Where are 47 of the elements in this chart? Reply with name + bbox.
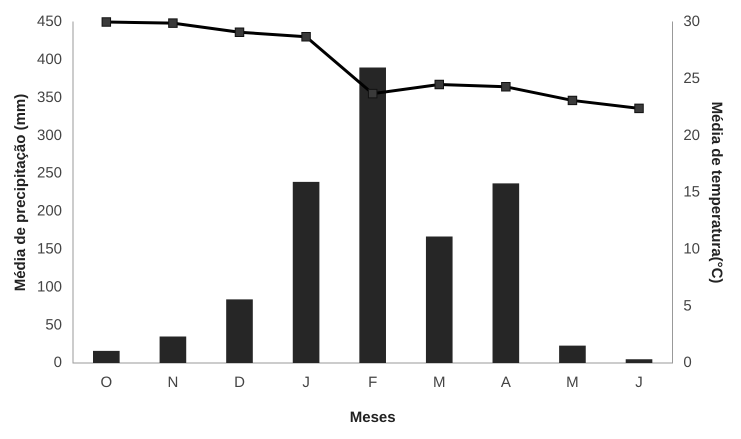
y2-tick-label: 5	[683, 297, 692, 314]
point	[634, 104, 644, 114]
x-tick-label: J	[302, 374, 310, 392]
bar	[93, 350, 120, 363]
bar	[559, 346, 586, 363]
point	[501, 82, 511, 92]
y-tick-label: 450	[36, 13, 62, 30]
y2-tick-label: 0	[683, 354, 692, 372]
bar	[359, 67, 386, 363]
x-tick-label: M	[433, 374, 446, 392]
y-axis-title: Média de precipitação (mm)	[12, 94, 30, 292]
y-tick-label: 350	[36, 88, 62, 106]
x-tick-label: F	[368, 374, 378, 392]
point	[234, 27, 244, 37]
y2-tick-label: 30	[683, 13, 700, 30]
y-tick-label: 50	[45, 316, 62, 334]
point	[568, 96, 578, 106]
bar	[426, 236, 453, 363]
y2-tick-label: 10	[683, 240, 700, 258]
x-tick-label: O	[100, 374, 112, 392]
y2-axis-title: Média de temperatura(°C)	[708, 102, 725, 284]
bar	[160, 336, 186, 363]
y2-tick-label: 25	[683, 70, 700, 87]
bar	[626, 359, 652, 363]
y2-tick-label: 15	[683, 184, 700, 201]
x-tick-label: J	[635, 374, 643, 392]
x-tick-label: A	[500, 374, 511, 392]
bar	[492, 183, 520, 363]
y-tick-label: 400	[36, 51, 62, 68]
y-tick-label: 150	[36, 240, 62, 258]
bar	[226, 299, 253, 363]
bar	[292, 182, 320, 363]
point	[102, 17, 112, 27]
y-tick-label: 100	[36, 278, 62, 296]
point	[368, 88, 378, 98]
point	[434, 80, 444, 90]
y-tick-label: 250	[36, 164, 62, 182]
y-tick-label: 300	[36, 126, 62, 144]
point	[168, 18, 178, 28]
y-tick-label: 0	[54, 354, 62, 372]
x-axis-title: Meses	[350, 409, 396, 426]
x-tick-label: N	[167, 374, 178, 392]
y2-tick-label: 20	[683, 126, 700, 144]
x-tick-label: D	[234, 374, 246, 392]
y-tick-label: 200	[36, 202, 62, 220]
x-tick-label: M	[566, 374, 579, 392]
point	[301, 32, 311, 42]
